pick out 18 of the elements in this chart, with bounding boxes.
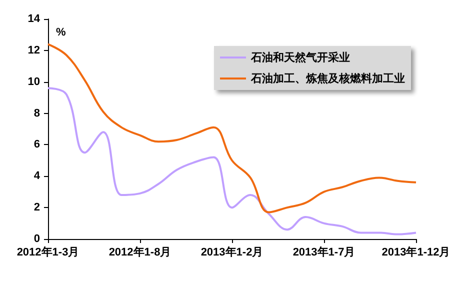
legend-label: 石油和天然气开采业 bbox=[250, 51, 350, 64]
line-series bbox=[47, 43, 417, 214]
legend-label: 石油加工、炼焦及核燃料加工业 bbox=[250, 72, 405, 85]
y-tick-label: 14 bbox=[28, 13, 41, 25]
y-tick-label: 8 bbox=[34, 107, 40, 120]
x-tick-label: 2012年1-8月 bbox=[108, 246, 172, 258]
y-tick-label: 4 bbox=[34, 170, 41, 182]
y-axis-title: % bbox=[56, 26, 66, 38]
y-tick-label: 6 bbox=[34, 138, 40, 151]
x-tick-label: 2013年1-7月 bbox=[292, 246, 356, 258]
x-tick-label: 2013年1-12月 bbox=[382, 246, 450, 258]
x-tick-label: 2013年1-2月 bbox=[200, 246, 264, 258]
y-tick-label: 10 bbox=[28, 76, 40, 88]
line-series bbox=[47, 87, 417, 236]
x-tick-label: 2012年1-3月 bbox=[16, 246, 80, 258]
y-tick-label: 2 bbox=[34, 202, 40, 214]
y-tick-label: 12 bbox=[28, 44, 40, 56]
y-tick-label: 0 bbox=[34, 233, 40, 245]
